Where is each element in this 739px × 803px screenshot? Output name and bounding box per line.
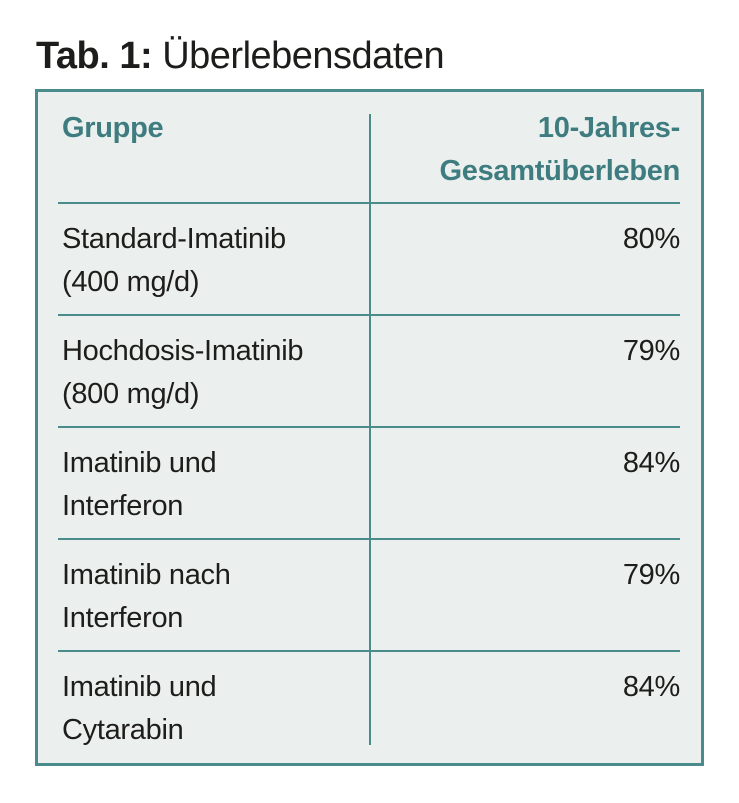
row-divider-line	[58, 202, 680, 204]
row-divider-line	[58, 426, 680, 428]
value-cell: 84%	[622, 447, 680, 479]
group-cell: Imatinib nach Interferon	[38, 539, 369, 651]
table-caption-title: Überlebensdaten	[162, 35, 445, 77]
group-cell: Standard-Imatinib (400 mg/d)	[38, 203, 369, 315]
column-header-line1: 10-Jahres-	[537, 112, 680, 144]
table-header-row: Gruppe 10-Jahres- Gesamtüberleben	[38, 92, 701, 203]
row-divider-line	[58, 650, 680, 652]
group-name-line2: Cytarabin	[62, 714, 184, 746]
group-cell: Imatinib und Cytarabin	[38, 651, 369, 763]
group-name-line1: Imatinib nach	[62, 559, 231, 591]
column-header-gesamtueberleben: 10-Jahres- Gesamtüberleben	[369, 92, 701, 203]
group-name-line1: Hochdosis-Imatinib	[62, 335, 304, 367]
group-name-line2: Interferon	[62, 602, 184, 634]
table-body: Gruppe 10-Jahres- Gesamtüberleben Standa…	[38, 92, 701, 763]
column-divider-line	[369, 114, 371, 745]
table-caption: Tab. 1: Überlebensdaten	[36, 33, 445, 79]
column-header-line2: Gesamtüberleben	[439, 155, 681, 187]
group-name-line2: (800 mg/d)	[62, 378, 200, 410]
value-cell: 79%	[622, 335, 680, 367]
survival-data-table: Gruppe 10-Jahres- Gesamtüberleben Standa…	[35, 89, 704, 766]
value-cell: 80%	[622, 223, 680, 255]
group-name-line1: Imatinib und	[62, 447, 217, 479]
row-divider-line	[58, 314, 680, 316]
table-row: Standard-Imatinib (400 mg/d) 80%	[38, 202, 701, 315]
table-row: Imatinib nach Interferon 79%	[38, 538, 701, 651]
group-cell: Imatinib und Interferon	[38, 427, 369, 539]
value-cell: 84%	[622, 671, 680, 703]
row-divider-line	[58, 538, 680, 540]
table-caption-number: Tab. 1:	[36, 35, 153, 77]
group-cell: Hochdosis-Imatinib (800 mg/d)	[38, 315, 369, 427]
table-row: Imatinib und Interferon 84%	[38, 426, 701, 539]
value-cell: 79%	[622, 559, 680, 591]
table-row: Imatinib und Cytarabin 84%	[38, 650, 701, 763]
group-name-line1: Standard-Imatinib	[62, 223, 286, 255]
column-header-gruppe: Gruppe	[62, 112, 164, 144]
group-name-line2: Interferon	[62, 490, 184, 522]
group-name-line2: (400 mg/d)	[62, 266, 200, 298]
group-name-line1: Imatinib und	[62, 671, 217, 703]
table-row: Hochdosis-Imatinib (800 mg/d) 79%	[38, 314, 701, 427]
